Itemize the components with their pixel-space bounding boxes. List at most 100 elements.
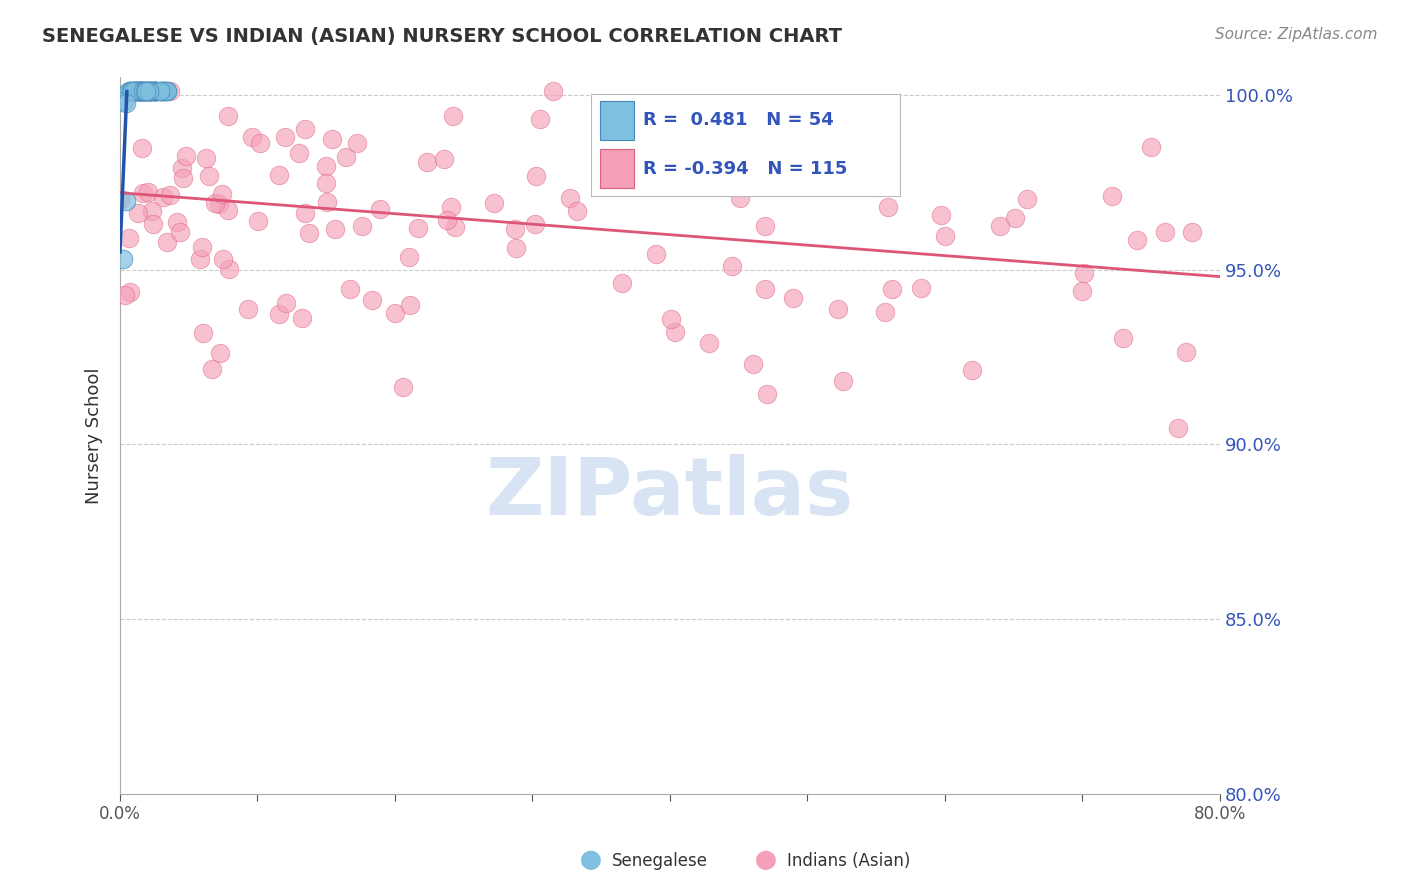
Point [392, 379, 415, 393]
Point [873, 305, 896, 319]
Point [142, 84, 165, 98]
Point [754, 219, 776, 234]
Point [1070, 284, 1092, 298]
Point [142, 217, 165, 231]
Point [436, 213, 458, 227]
Point [132, 84, 155, 98]
Point [118, 84, 141, 98]
Point [156, 84, 179, 98]
Point [346, 136, 368, 150]
Point [132, 84, 155, 98]
Point [195, 151, 218, 165]
Point [124, 84, 146, 98]
Point [934, 228, 956, 243]
Point [910, 281, 932, 295]
Point [120, 84, 142, 98]
Point [524, 218, 547, 232]
Point [827, 302, 849, 317]
Point [129, 84, 152, 98]
Point [143, 84, 166, 98]
Point [291, 311, 314, 326]
Point [149, 84, 172, 98]
Point [170, 161, 193, 176]
Point [143, 84, 166, 98]
Point [288, 146, 311, 161]
Point [659, 312, 682, 326]
Point [247, 214, 270, 228]
Point [1175, 344, 1198, 359]
Point [321, 132, 343, 146]
Point [129, 84, 152, 98]
Point [120, 285, 142, 299]
Point [152, 190, 174, 204]
Point [560, 191, 582, 205]
Point [294, 121, 316, 136]
Text: Senegalese: Senegalese [612, 852, 707, 870]
Point [190, 240, 212, 254]
Point [197, 169, 219, 183]
Point [135, 84, 157, 98]
Point [118, 231, 141, 245]
Point [204, 196, 226, 211]
Y-axis label: Nursery School: Nursery School [86, 368, 103, 504]
Point [129, 84, 152, 98]
Point [124, 84, 146, 98]
Point [110, 192, 132, 206]
Bar [600, 101, 634, 140]
Point [876, 200, 898, 214]
Point [273, 129, 295, 144]
Point [212, 252, 235, 266]
Point [156, 84, 179, 98]
Point [141, 204, 163, 219]
Point [129, 84, 152, 98]
Point [134, 84, 156, 98]
Point [124, 84, 146, 98]
Point [128, 84, 150, 98]
Point [720, 259, 742, 273]
Point [190, 252, 212, 267]
Point [1004, 211, 1026, 225]
Point [240, 130, 263, 145]
Point [482, 196, 505, 211]
Point [505, 221, 527, 235]
Point [756, 387, 779, 401]
Point [443, 219, 465, 234]
Point [114, 194, 136, 208]
Text: SENEGALESE VS INDIAN (ASIAN) NURSERY SCHOOL CORRELATION CHART: SENEGALESE VS INDIAN (ASIAN) NURSERY SCH… [42, 27, 842, 45]
Point [706, 169, 728, 183]
Point [962, 363, 984, 377]
Point [129, 84, 152, 98]
Point [529, 112, 551, 126]
Point [863, 180, 886, 194]
Point [122, 84, 145, 98]
Text: R =  0.481   N = 54: R = 0.481 N = 54 [643, 112, 834, 129]
Point [156, 235, 179, 249]
Point [1153, 225, 1175, 239]
Point [1017, 192, 1039, 206]
Point [208, 346, 231, 360]
Point [1101, 189, 1123, 203]
Point [150, 84, 173, 98]
Point [112, 94, 135, 108]
Point [135, 84, 157, 98]
Point [159, 84, 181, 98]
Point [135, 84, 157, 98]
Bar [600, 149, 634, 188]
Point [274, 296, 297, 310]
Point [236, 302, 259, 317]
Point [135, 84, 157, 98]
Point [132, 84, 155, 98]
Point [398, 250, 420, 264]
Point [335, 150, 357, 164]
Point [339, 282, 361, 296]
Point [360, 293, 382, 307]
Point [191, 326, 214, 341]
Point [249, 136, 271, 150]
Point [298, 227, 321, 241]
Point [689, 150, 711, 164]
Point [416, 155, 439, 169]
Point [159, 188, 181, 202]
Point [433, 152, 456, 166]
Point [685, 163, 707, 178]
Point [832, 374, 855, 388]
